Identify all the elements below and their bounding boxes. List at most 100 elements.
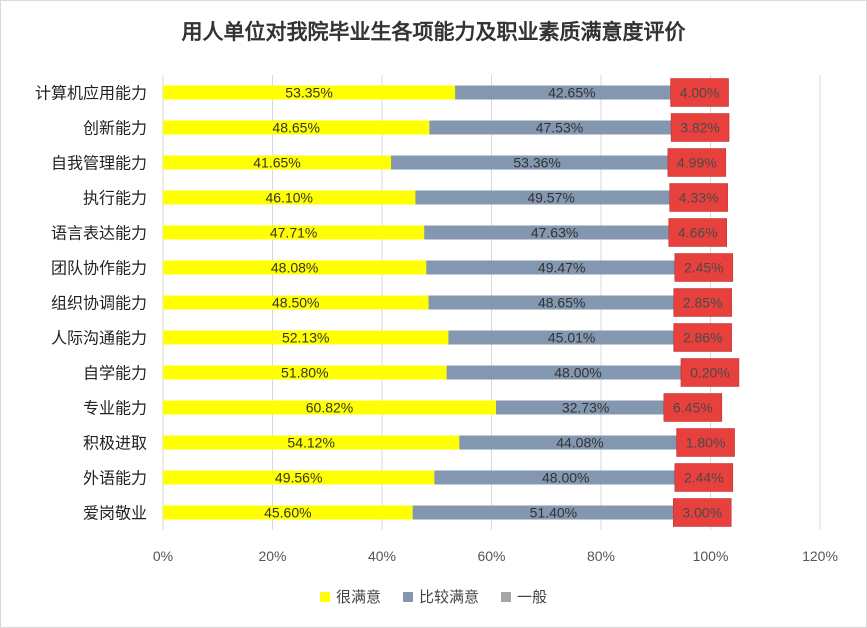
data-label: 42.65%: [548, 85, 595, 101]
legend-swatch: [319, 591, 330, 602]
x-tick-label: 60%: [477, 548, 505, 564]
data-label: 52.13%: [282, 330, 329, 346]
bar-segment: [163, 85, 456, 100]
bar-segment: [424, 225, 685, 240]
bar-segment: [163, 400, 496, 415]
bar-segment: [163, 225, 425, 240]
data-label: 45.01%: [548, 330, 595, 346]
data-label: 48.00%: [542, 470, 589, 486]
category-label: 执行能力: [83, 189, 147, 208]
bar-segment: [163, 260, 427, 275]
legend-item: 一般: [501, 586, 547, 607]
chart-title: 用人单位对我院毕业生各项能力及职业素质满意度评价: [181, 20, 686, 44]
data-label: 41.65%: [253, 155, 300, 171]
data-label: 48.50%: [272, 295, 319, 311]
legend-swatch: [501, 591, 511, 602]
x-tick-label: 0%: [153, 548, 173, 564]
data-label-highlight: [680, 358, 740, 387]
data-label: 54.12%: [287, 435, 334, 451]
bar-segment: [163, 435, 460, 450]
category-label: 积极进取: [83, 434, 147, 453]
data-label: 2.85%: [683, 295, 723, 311]
category-label: 语言表达能力: [51, 224, 147, 243]
data-label-highlight: [670, 113, 730, 142]
data-label: 6.45%: [673, 400, 713, 416]
data-label: 48.65%: [272, 120, 319, 136]
legend-item: 很满意: [319, 586, 381, 607]
bar-segment: [415, 190, 687, 205]
data-label: 45.60%: [264, 505, 311, 521]
data-label-highlight: [673, 288, 732, 317]
data-label: 44.08%: [556, 435, 603, 451]
bar-segment: [448, 330, 695, 345]
legend-swatch: [402, 591, 413, 602]
bar-segment: [163, 365, 447, 380]
data-label: 49.56%: [275, 470, 322, 486]
category-label: 自我管理能力: [51, 154, 147, 173]
data-label-highlight: [668, 218, 727, 247]
x-tick-label: 80%: [587, 548, 615, 564]
legend-label: 很满意: [335, 588, 381, 606]
data-label: 46.10%: [265, 190, 312, 206]
legend-label: 一般: [517, 588, 548, 606]
legend-label: 比较满意: [418, 588, 479, 606]
bar-segment: [428, 295, 695, 310]
data-label-highlight: [670, 78, 729, 107]
bar-segment: [391, 155, 684, 170]
category-label: 专业能力: [83, 399, 147, 418]
category-label: 计算机应用能力: [35, 84, 147, 103]
category-label: 外语能力: [83, 469, 147, 488]
bar-segment: [459, 435, 701, 450]
data-label-highlight: [674, 253, 734, 282]
category-label: 组织协调能力: [51, 294, 147, 313]
x-tick-label: 100%: [693, 548, 729, 564]
bar-segment: [163, 470, 435, 485]
bar-segment: [455, 85, 689, 100]
x-tick-label: 40%: [368, 548, 396, 564]
data-label: 4.66%: [678, 225, 718, 241]
data-label: 48.65%: [538, 295, 585, 311]
data-label: 3.00%: [682, 505, 722, 521]
data-label: 32.73%: [562, 400, 609, 416]
data-label: 0.20%: [690, 365, 730, 381]
x-tick-label: 120%: [802, 548, 838, 564]
x-tick-label: 20%: [258, 548, 286, 564]
data-label: 53.36%: [513, 155, 560, 171]
bar-segment: [163, 155, 392, 170]
category-label: 人际沟通能力: [51, 329, 147, 348]
chart-legend: 很满意 比较满意 一般: [0, 586, 867, 607]
data-label-highlight: [673, 498, 732, 527]
data-label: 49.57%: [527, 190, 574, 206]
data-label: 4.33%: [679, 190, 719, 206]
data-label: 2.86%: [683, 330, 723, 346]
data-label: 47.53%: [536, 120, 583, 136]
data-label-highlight: [667, 148, 727, 177]
data-label: 47.71%: [270, 225, 317, 241]
bar-segment: [434, 470, 698, 485]
legend-item: 比较满意: [402, 586, 479, 607]
bar-segment: [163, 505, 413, 520]
data-label-highlight: [674, 463, 734, 492]
bar-segment: [412, 505, 695, 520]
data-label: 4.00%: [680, 85, 720, 101]
data-label: 3.82%: [680, 120, 720, 136]
category-label: 爱岗敬业: [83, 504, 147, 523]
bar-segment: [163, 295, 429, 310]
data-label: 1.80%: [686, 435, 726, 451]
bar-segment: [495, 400, 676, 415]
data-label-highlight: [673, 323, 732, 352]
category-label: 自学能力: [83, 364, 147, 383]
data-label: 2.45%: [684, 260, 724, 276]
data-label-highlight: [669, 183, 728, 212]
data-label: 51.40%: [530, 505, 577, 521]
category-label: 创新能力: [83, 119, 147, 138]
data-label-highlight: [676, 428, 735, 457]
data-label: 53.35%: [285, 85, 332, 101]
bar-segment: [426, 260, 698, 275]
data-label: 2.44%: [684, 470, 724, 486]
data-label: 51.80%: [281, 365, 328, 381]
bar-segment: [446, 365, 710, 380]
bar-segment: [429, 120, 690, 135]
data-label: 47.63%: [531, 225, 578, 241]
